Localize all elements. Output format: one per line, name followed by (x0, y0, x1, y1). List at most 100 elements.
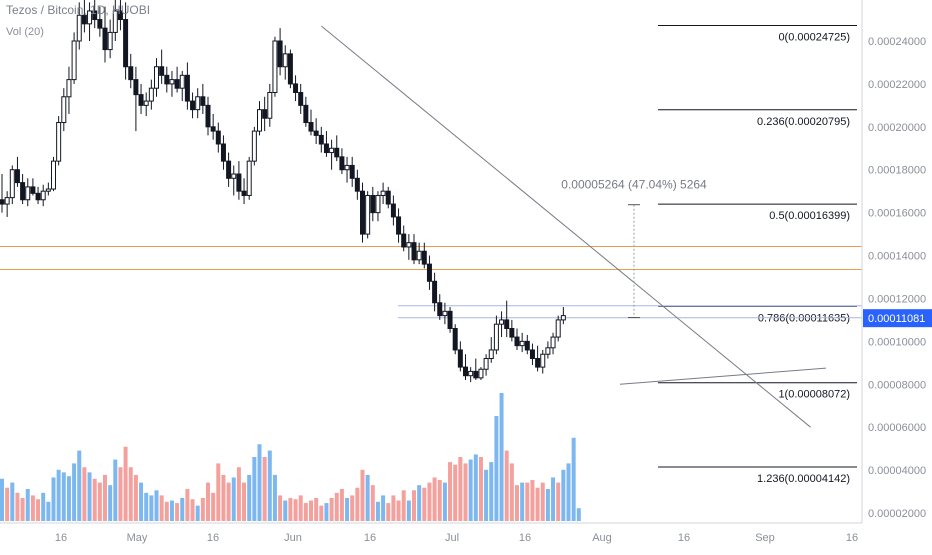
candle-body (143, 100, 149, 106)
volume-bar (509, 463, 514, 521)
volume-bar (216, 463, 221, 521)
candle-body (535, 358, 541, 368)
horizontal-lines[interactable] (0, 246, 862, 319)
candle-body (9, 169, 15, 199)
volume-bar (309, 500, 313, 521)
volume-bar (195, 505, 200, 521)
candle-body (138, 94, 144, 106)
volume-bar (463, 463, 468, 521)
volume-bar (72, 463, 77, 521)
candle-body (313, 130, 319, 136)
candle-body (360, 190, 365, 235)
candle-body (499, 319, 505, 325)
volume-bar (46, 501, 51, 521)
candle-body (107, 31, 113, 51)
volume-indicator-label[interactable]: Vol (20) (6, 26, 44, 38)
volume-bar (334, 492, 339, 521)
volume-bar (355, 487, 360, 521)
volume-bar (427, 482, 432, 521)
candle-body (45, 188, 51, 192)
candle-body (529, 349, 535, 360)
candle-body (20, 182, 26, 201)
volume-bar (386, 503, 391, 521)
candle-body (14, 169, 20, 184)
time-tick-label: 16 (55, 532, 67, 544)
candle-body (437, 302, 443, 317)
volume-bar (545, 489, 550, 521)
price-range-measure[interactable]: 0.00005264 (47.04%) 5264 (561, 178, 707, 319)
volume-bar (453, 464, 458, 521)
volume-bar (175, 503, 180, 521)
volume-bar (221, 474, 226, 521)
candle-body (380, 190, 386, 196)
trendline[interactable] (619, 367, 827, 385)
volume-bar (571, 437, 576, 521)
price-tick-label: 0.00012000 (868, 293, 926, 305)
candle-body (154, 66, 159, 89)
candle-body (349, 164, 355, 179)
candle-body (164, 74, 170, 85)
candle-body (478, 368, 484, 379)
candle-body (25, 186, 31, 201)
time-tick-label: May (127, 532, 148, 544)
candle-body (200, 96, 206, 106)
candle-body (519, 340, 525, 347)
candle-body (555, 319, 561, 338)
volume-bar (525, 482, 530, 521)
volume-bar (576, 508, 581, 521)
candle-body (112, 10, 118, 33)
price-tick-label: 0.00018000 (868, 165, 926, 177)
volume-bar (154, 490, 159, 521)
volume-bar (30, 495, 35, 521)
volume-bar (566, 463, 571, 521)
fibonacci-levels[interactable]: 0(0.00024725) 0.236(0.00020795) 0.5(0.0001… (658, 24, 857, 485)
volume-bar (169, 500, 174, 521)
candle-body (375, 194, 381, 214)
volume-bar (381, 495, 386, 521)
candle-body (40, 190, 46, 201)
candle-body (123, 19, 129, 68)
price-tick-label: 0.00008000 (868, 379, 926, 391)
candle-body (323, 143, 329, 154)
volume-bar (61, 472, 66, 521)
candle-body (442, 310, 448, 317)
volume-bar (458, 457, 463, 521)
candle-body (61, 96, 67, 124)
volume-bar (36, 499, 41, 521)
candle-body (550, 336, 556, 349)
volume-bar (87, 472, 92, 521)
candle-body (195, 96, 201, 111)
volume-bar (272, 474, 277, 521)
candle-body (385, 190, 391, 205)
candle-body (540, 353, 546, 368)
candle-body (473, 370, 479, 379)
volume-bar (489, 462, 494, 521)
time-tick-label: 16 (207, 532, 219, 544)
volume-bar (365, 474, 370, 521)
volume-bar (442, 482, 447, 521)
volume-bar (504, 450, 509, 521)
price-axis[interactable]: 0.00024000 0.00022000 0.00020000 0.00018000… (861, 0, 926, 523)
price-tick-label: 0.00004000 (868, 465, 926, 477)
trendline[interactable] (320, 25, 811, 428)
candle-body (159, 66, 165, 76)
volume-bar (113, 459, 118, 521)
candle-body (184, 74, 190, 102)
volume-bar (180, 497, 185, 521)
candle-body (483, 358, 489, 370)
trendlines[interactable] (320, 25, 827, 428)
volume-bar (159, 495, 164, 521)
time-tick-label: Aug (592, 532, 612, 544)
candle-body (293, 83, 299, 93)
volume-bar (520, 482, 525, 521)
candle-body (76, 14, 82, 42)
volume-bar (540, 482, 545, 521)
volume-bar (473, 454, 478, 521)
candle-body (457, 349, 463, 368)
time-axis[interactable]: 16 May 16 Jun 16 Jul 16 Aug 16 Sep 16 (0, 522, 862, 544)
candle-body (318, 134, 324, 145)
volume-bar (412, 490, 416, 521)
symbol-title[interactable]: Tezos / Bitcoin, 1D, HUOBI (6, 3, 151, 17)
